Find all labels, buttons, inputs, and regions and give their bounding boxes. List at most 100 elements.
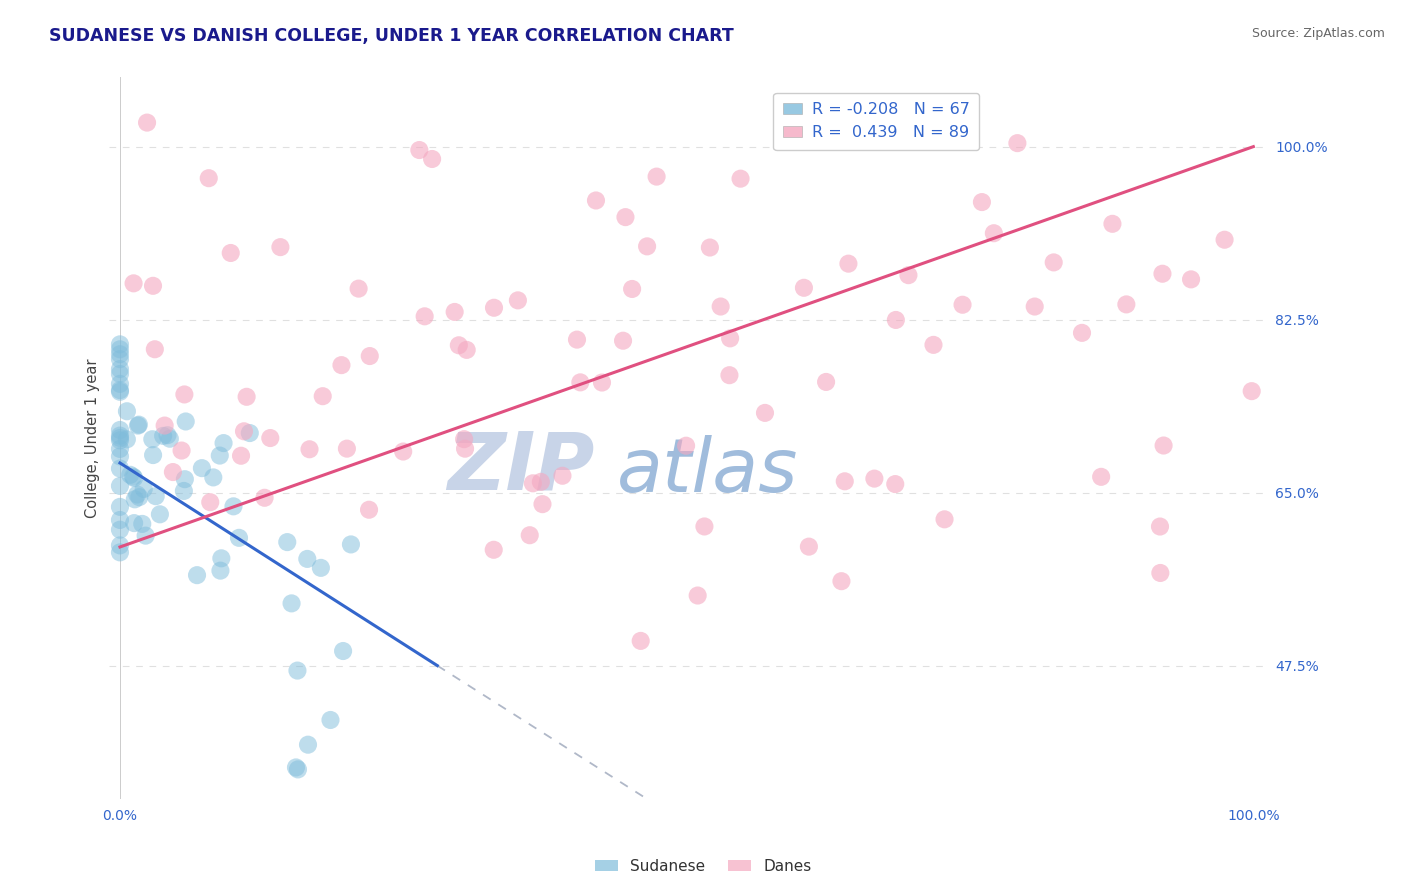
Point — [443, 305, 465, 319]
Point — [145, 489, 167, 503]
Point — [730, 171, 752, 186]
Point — [108, 352, 131, 367]
Text: SUDANESE VS DANISH COLLEGE, UNDER 1 YEAR CORRELATION CHART: SUDANESE VS DANISH COLLEGE, UNDER 1 YEAR… — [49, 27, 734, 45]
Point — [108, 500, 131, 514]
Point — [1007, 136, 1029, 150]
Point — [453, 432, 475, 446]
Point — [124, 492, 146, 507]
Point — [108, 545, 131, 559]
Point — [233, 425, 256, 439]
Point — [135, 528, 157, 542]
Point — [456, 343, 478, 357]
Point — [699, 240, 721, 254]
Point — [152, 429, 174, 443]
Point — [884, 477, 907, 491]
Text: ZIP: ZIP — [447, 428, 595, 506]
Point — [718, 331, 741, 345]
Point — [420, 152, 443, 166]
Point — [108, 431, 131, 445]
Point — [108, 367, 131, 381]
Point — [413, 310, 436, 324]
Point — [591, 376, 613, 390]
Point — [115, 433, 138, 447]
Point — [127, 487, 149, 501]
Point — [235, 390, 257, 404]
Point — [136, 115, 159, 129]
Point — [149, 508, 172, 522]
Point — [287, 664, 309, 678]
Point — [506, 293, 529, 308]
Point — [830, 574, 852, 589]
Point — [1149, 519, 1171, 533]
Point — [132, 482, 155, 496]
Point — [128, 417, 150, 432]
Point — [200, 495, 222, 509]
Y-axis label: College, Under 1 year: College, Under 1 year — [86, 359, 100, 518]
Point — [983, 226, 1005, 240]
Point — [219, 246, 242, 260]
Point — [754, 406, 776, 420]
Point — [1101, 217, 1123, 231]
Point — [156, 428, 179, 442]
Point — [332, 644, 354, 658]
Point — [530, 475, 553, 489]
Point — [212, 436, 235, 450]
Point — [815, 375, 838, 389]
Point — [693, 519, 716, 533]
Point — [122, 516, 145, 530]
Point — [531, 497, 554, 511]
Point — [482, 542, 505, 557]
Point — [1213, 233, 1236, 247]
Point — [122, 469, 145, 483]
Point — [197, 171, 219, 186]
Point — [336, 442, 359, 456]
Point — [1152, 267, 1174, 281]
Point — [141, 432, 163, 446]
Point — [108, 343, 131, 357]
Point — [229, 449, 252, 463]
Point — [159, 432, 181, 446]
Point — [170, 443, 193, 458]
Point — [108, 450, 131, 464]
Point — [1149, 566, 1171, 580]
Point — [934, 512, 956, 526]
Point — [585, 194, 607, 208]
Point — [565, 333, 588, 347]
Point — [108, 434, 131, 448]
Point — [173, 483, 195, 498]
Point — [1153, 438, 1175, 452]
Point — [153, 418, 176, 433]
Point — [162, 465, 184, 479]
Point — [108, 347, 131, 361]
Point — [222, 500, 245, 514]
Point — [108, 383, 131, 397]
Point — [1042, 255, 1064, 269]
Point — [276, 535, 298, 549]
Point — [359, 349, 381, 363]
Point — [718, 368, 741, 383]
Point — [239, 425, 262, 440]
Point — [127, 418, 149, 433]
Point — [128, 490, 150, 504]
Point — [1090, 470, 1112, 484]
Text: Source: ZipAtlas.com: Source: ZipAtlas.com — [1251, 27, 1385, 40]
Point — [793, 281, 815, 295]
Point — [645, 169, 668, 184]
Point — [710, 300, 733, 314]
Point — [922, 338, 945, 352]
Point — [897, 268, 920, 282]
Point — [1115, 297, 1137, 311]
Point — [253, 491, 276, 505]
Point — [408, 143, 430, 157]
Point — [228, 531, 250, 545]
Point — [131, 516, 153, 531]
Point — [108, 362, 131, 376]
Point — [952, 298, 974, 312]
Point — [208, 449, 231, 463]
Point — [1071, 326, 1094, 340]
Point — [297, 552, 319, 566]
Point — [108, 376, 131, 391]
Point — [621, 282, 644, 296]
Point — [1240, 384, 1263, 399]
Point — [108, 479, 131, 493]
